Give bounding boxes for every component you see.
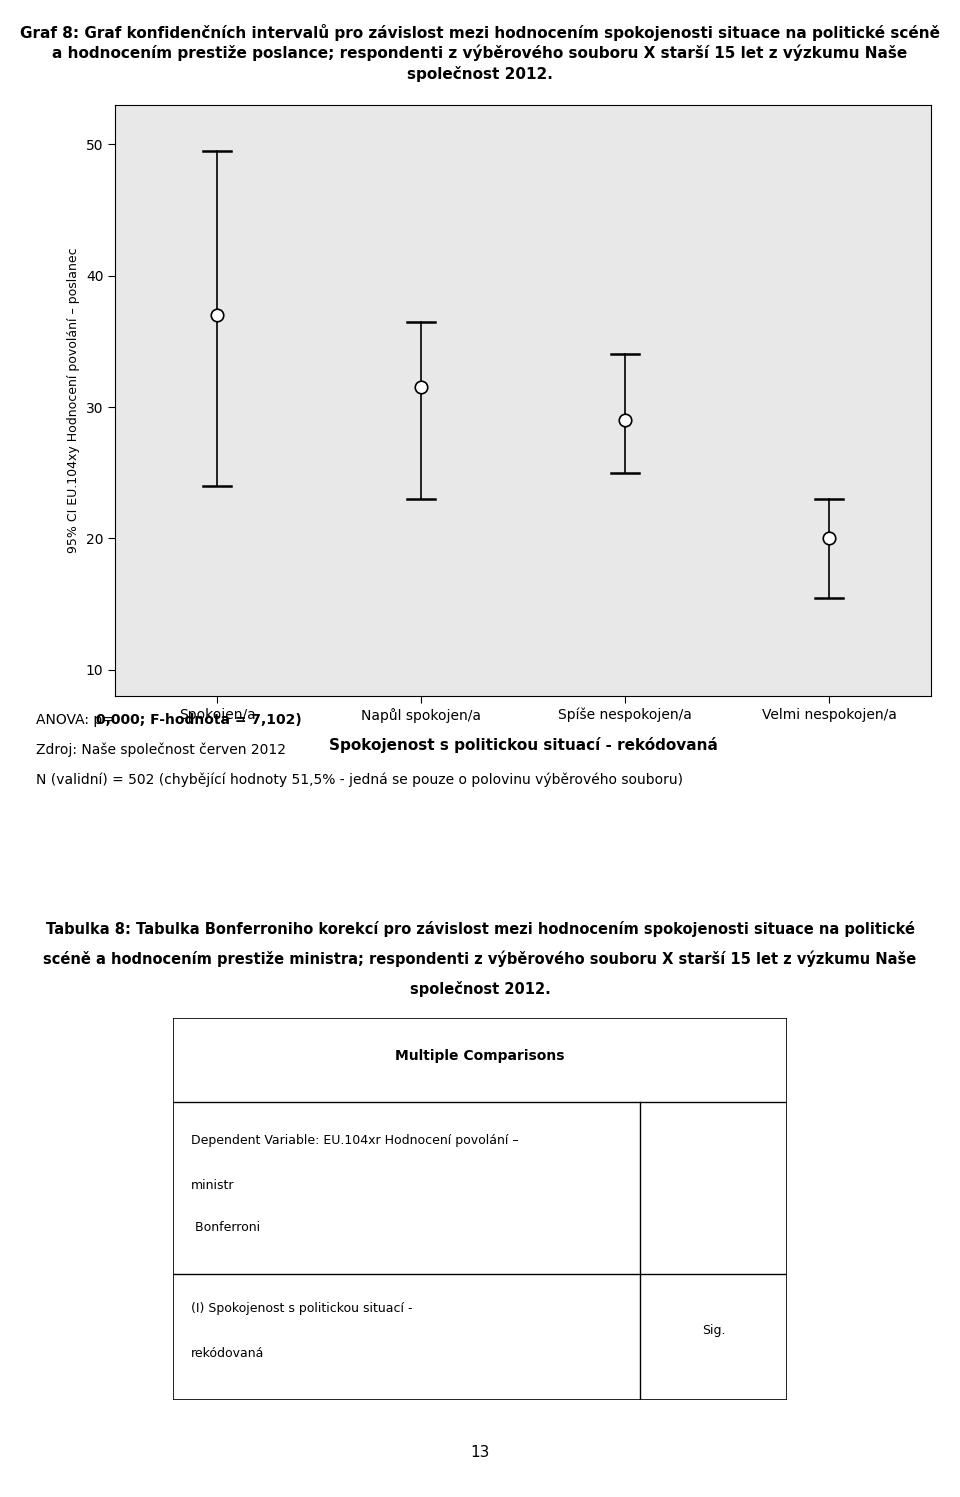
Text: (I) Spokojenost s politickou situací -: (I) Spokojenost s politickou situací - xyxy=(191,1301,413,1314)
Text: Sig.: Sig. xyxy=(702,1325,725,1337)
Text: 13: 13 xyxy=(470,1445,490,1460)
Text: společnost 2012.: společnost 2012. xyxy=(407,66,553,82)
FancyBboxPatch shape xyxy=(173,1018,787,1400)
Text: rekódovaná: rekódovaná xyxy=(191,1347,265,1361)
Text: scéně a hodnocením prestiže ministra; respondenti z výběrového souboru X starší : scéně a hodnocením prestiže ministra; re… xyxy=(43,951,917,967)
Text: N (validní) = 502 (chybějící hodnoty 51,5% - jedná se pouze o polovinu výběrovéh: N (validní) = 502 (chybějící hodnoty 51,… xyxy=(36,772,684,787)
Text: Dependent Variable: EU.104xr Hodnocení povolání –: Dependent Variable: EU.104xr Hodnocení p… xyxy=(191,1133,518,1147)
Text: společnost 2012.: společnost 2012. xyxy=(410,981,550,997)
X-axis label: Spokojenost s politickou situací - rekódovaná: Spokojenost s politickou situací - rekód… xyxy=(328,737,718,753)
Text: 0,000; F-hodnota = 7,102): 0,000; F-hodnota = 7,102) xyxy=(96,713,301,726)
Text: Multiple Comparisons: Multiple Comparisons xyxy=(396,1049,564,1063)
Text: ANOVA: p=: ANOVA: p= xyxy=(36,713,119,726)
Text: Graf 8: Graf konfidenčních intervalů pro závislost mezi hodnocením spokojenosti : Graf 8: Graf konfidenčních intervalů pro… xyxy=(20,24,940,40)
Text: ministr: ministr xyxy=(191,1180,235,1193)
Y-axis label: 95% CI EU.104xy Hodnocení povolání – poslanec: 95% CI EU.104xy Hodnocení povolání – pos… xyxy=(67,247,81,554)
Text: Tabulka 8: Tabulka Bonferroniho korekcí pro závislost mezi hodnocením spokojenos: Tabulka 8: Tabulka Bonferroniho korekcí … xyxy=(45,921,915,937)
Text: Zdroj: Naše společnost červen 2012: Zdroj: Naše společnost červen 2012 xyxy=(36,743,286,757)
Text: a hodnocením prestiže poslance; respondenti z výběrového souboru X starší 15 let: a hodnocením prestiže poslance; responde… xyxy=(53,45,907,61)
Text: Bonferroni: Bonferroni xyxy=(191,1222,260,1235)
